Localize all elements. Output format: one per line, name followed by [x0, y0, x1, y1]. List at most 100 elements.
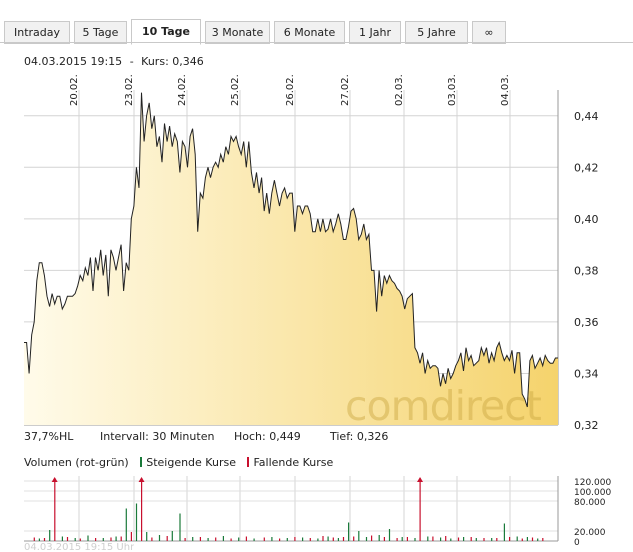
volume-bar-rising: [286, 538, 288, 541]
volume-bar-rising: [450, 538, 452, 541]
volume-bar-falling: [166, 536, 168, 541]
volume-bar-falling: [54, 478, 56, 541]
tab-1[interactable]: Intraday: [4, 21, 70, 44]
volume-bar-falling: [342, 537, 345, 541]
volume-bar-falling: [309, 538, 311, 541]
high-label: Hoch:: [234, 430, 266, 443]
volume-bar-rising: [401, 537, 403, 541]
volume-bar-falling: [141, 478, 143, 541]
volume-bar-rising: [87, 535, 89, 541]
quote-datetime: 04.03.2015 19:15: [24, 55, 123, 68]
volume-bar-falling: [95, 538, 97, 541]
volume-bar-falling: [130, 532, 132, 541]
volume-bar-falling: [43, 538, 46, 541]
volume-bar-falling: [353, 536, 355, 541]
x-tick-label: 03.03.: [447, 74, 458, 106]
tab-8[interactable]: ∞: [472, 21, 506, 44]
volume-bar-falling: [419, 478, 421, 541]
falling-mark-icon: [247, 457, 250, 467]
y-tick-label: 0,38: [574, 264, 599, 277]
volume-bar-rising: [463, 537, 465, 541]
volume-bar-rising: [516, 536, 518, 541]
volume-bar-rising: [222, 536, 224, 541]
volume-bar-falling: [406, 537, 408, 541]
volume-bar-falling: [230, 538, 232, 541]
volume-bar-rising: [526, 537, 528, 541]
x-tick-label: 25.02.: [230, 74, 241, 106]
low-label: Tief:: [330, 430, 354, 443]
volume-bar-rising: [158, 535, 161, 541]
volume-bar-rising: [327, 536, 329, 541]
y-tick-label: 0,42: [574, 161, 599, 174]
volume-bar-falling: [66, 537, 69, 541]
interval-stat: Intervall: 30 Minuten: [100, 430, 214, 443]
volume-bar-rising: [302, 537, 304, 541]
volume-bar-falling: [509, 537, 511, 541]
quote-separator: -: [129, 55, 134, 68]
volume-bar-falling: [110, 537, 112, 541]
volume-bar-rising: [179, 513, 181, 541]
tab-4[interactable]: 3 Monate: [205, 21, 270, 44]
volume-bar-falling: [151, 537, 153, 541]
x-tick-label: 27.02.: [340, 74, 351, 106]
volume-bar-rising: [503, 523, 505, 541]
volume-bar-rising: [537, 538, 539, 541]
legend-falling-label: Fallende Kurse: [253, 456, 334, 469]
rising-mark-icon: [140, 457, 143, 467]
y-tick-label: 0,34: [574, 367, 599, 380]
volume-bar-rising: [378, 535, 380, 541]
volume-bar-rising: [475, 538, 477, 541]
y-tick-label: 0,36: [574, 316, 599, 329]
volume-y-tick-label: 0: [574, 538, 580, 548]
low-value: 0,326: [356, 430, 389, 443]
volume-bar-falling: [332, 537, 334, 541]
volume-bar-rising: [388, 529, 391, 541]
x-tick-label: 02.03.: [394, 74, 405, 106]
volume-y-tick-label: 80.000: [574, 498, 606, 508]
footer-faint-timestamp: 04.03.2015 19:15 Uhr: [24, 543, 135, 552]
volume-bar-rising: [365, 537, 368, 541]
volume-bar-rising: [414, 538, 416, 541]
volume-bar-rising: [146, 532, 148, 541]
volume-bar-falling: [322, 536, 324, 541]
x-tick-label: 24.02.: [177, 74, 188, 106]
volume-bar-falling: [383, 537, 385, 541]
quote-header: 04.03.2015 19:15 - Kurs: 0,346: [24, 55, 204, 68]
price-line: [24, 92, 558, 408]
tab-3[interactable]: 10 Tage: [131, 19, 201, 45]
legend-falling: Fallende Kurse: [247, 456, 333, 469]
volume-grid: [24, 476, 559, 542]
volume-bar-falling: [79, 538, 81, 541]
volume-bar-rising: [102, 538, 104, 541]
volume-bar-falling: [432, 536, 434, 541]
tab-6[interactable]: 1 Jahr: [349, 21, 401, 44]
volume-bar-rising: [348, 522, 350, 541]
interval-label: Intervall:: [100, 430, 149, 443]
volume-bar-rising: [317, 538, 319, 541]
volume-y-tick-label: 100.000: [574, 488, 611, 498]
volume-overflow-arrow-icon: [138, 477, 145, 482]
volume-title: Volumen (rot-grün): [24, 456, 129, 469]
volume-y-tick-label: 120.000: [574, 478, 611, 488]
tab-7[interactable]: 5 Jahre: [405, 21, 468, 44]
x-tick-label: 23.02.: [124, 74, 135, 106]
volume-bar-rising: [207, 538, 209, 541]
volume-y-tick-label: 20.000: [574, 528, 606, 538]
volume-header: Volumen (rot-grün) Steigende Kurse Falle…: [24, 456, 333, 469]
hl-stat: 37,7%HL: [24, 430, 74, 443]
tab-divider: [0, 42, 633, 43]
volume-bar-falling: [263, 537, 265, 541]
kurs-label: Kurs:: [141, 55, 169, 68]
tab-5[interactable]: 6 Monate: [274, 21, 345, 44]
volume-bar-rising: [171, 531, 173, 541]
volume-overflow-arrow-icon: [417, 477, 424, 482]
volume-bar-rising: [358, 531, 360, 541]
volume-bar-falling: [371, 535, 373, 541]
tab-2[interactable]: 5 Tage: [74, 21, 127, 44]
volume-bar-falling: [483, 538, 485, 541]
high-stat: Hoch: 0,449: [234, 430, 301, 443]
volume-bar-rising: [238, 537, 240, 541]
volume-bar-rising: [427, 536, 429, 541]
volume-bars: [33, 477, 544, 541]
volume-bar-falling: [457, 537, 460, 541]
